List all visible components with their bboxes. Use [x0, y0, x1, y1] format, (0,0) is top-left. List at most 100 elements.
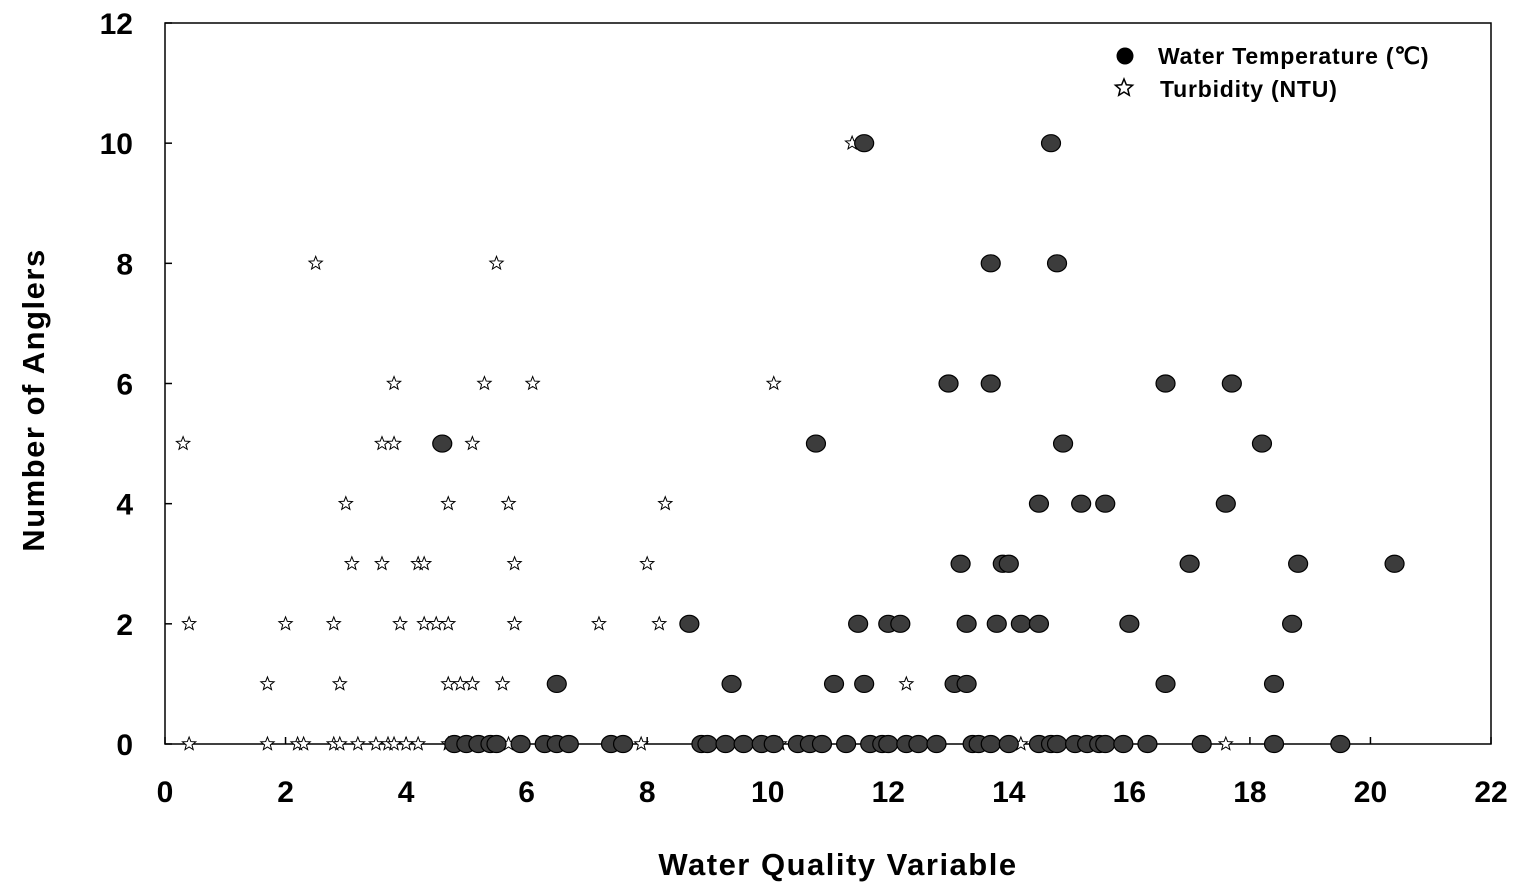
y-tick-label: 4 — [116, 489, 133, 522]
y-tick-label: 10 — [100, 128, 133, 161]
turbidity-point — [524, 375, 541, 391]
water-temperature-point — [986, 614, 1007, 633]
legend-marker-circle — [1116, 47, 1134, 65]
water-temperature-point — [1010, 614, 1031, 633]
water-temperature-point — [1052, 434, 1074, 453]
water-temperature-point — [998, 734, 1019, 754]
water-temperature-point — [558, 734, 579, 754]
turbidity-point — [1217, 735, 1234, 751]
water-temperature-point — [1179, 554, 1200, 573]
water-temperature-point — [1263, 674, 1285, 694]
water-temperature-point — [980, 734, 1001, 754]
water-temperature-point — [878, 734, 899, 754]
water-temperature-point — [763, 734, 784, 754]
turbidity-point — [373, 555, 390, 571]
water-temperature-point — [1155, 374, 1176, 393]
water-temperature-point — [721, 674, 742, 694]
turbidity-point — [765, 375, 782, 391]
turbidity-point — [386, 435, 403, 451]
turbidity-point — [500, 495, 517, 511]
x-tick-label: 16 — [1113, 776, 1146, 809]
water-temperature-point — [890, 614, 911, 633]
water-temperature-point — [835, 734, 857, 754]
water-temperature-point — [1221, 374, 1242, 393]
turbidity-point — [590, 615, 607, 631]
water-temperature-point — [1028, 494, 1050, 513]
turbidity-point — [259, 735, 276, 751]
water-temperature-point — [1119, 614, 1140, 633]
turbidity-point — [416, 555, 433, 571]
y-tick-label: 8 — [116, 248, 133, 281]
x-tick-label: 22 — [1474, 776, 1507, 809]
turbidity-point — [506, 555, 523, 571]
turbidity-point — [392, 615, 409, 631]
turbidity-point — [175, 435, 192, 451]
turbidity-point — [181, 735, 198, 751]
turbidity-point — [259, 675, 276, 691]
x-tick-label: 20 — [1354, 776, 1387, 809]
water-temperature-point — [1071, 494, 1092, 513]
turbidity-point — [639, 555, 656, 571]
turbidity-point — [464, 675, 481, 691]
water-temperature-point — [1281, 614, 1303, 633]
water-temperature-point — [1263, 734, 1285, 754]
x-tick-label: 0 — [157, 776, 174, 809]
x-tick-label: 14 — [992, 776, 1026, 809]
y-tick-label: 12 — [100, 8, 133, 41]
turbidity-point — [386, 375, 403, 391]
water-temperature-point — [1330, 734, 1351, 754]
water-temperature-point — [1155, 674, 1176, 694]
water-temperature-point — [1095, 734, 1116, 754]
turbidity-point — [657, 495, 674, 511]
water-temperature-point — [1384, 554, 1405, 573]
water-temperature-point — [1028, 614, 1050, 633]
x-tick-label: 6 — [518, 776, 535, 809]
water-temperature-point — [697, 734, 718, 754]
legend-label-water-temperature: Water Temperature (℃) — [1158, 43, 1429, 69]
x-tick-label: 18 — [1233, 776, 1266, 809]
water-temperature-point — [715, 734, 736, 754]
water-temperature-point — [1040, 134, 1062, 153]
x-tick-label: 12 — [872, 776, 905, 809]
water-temperature-point — [733, 734, 754, 754]
water-temperature-point — [432, 434, 453, 453]
y-tick-label: 0 — [116, 729, 133, 762]
y-axis-title: Number of Anglers — [16, 248, 51, 551]
water-temperature-point — [486, 734, 507, 754]
turbidity-point — [633, 735, 650, 751]
turbidity-point — [295, 735, 312, 751]
turbidity-point — [898, 675, 915, 691]
y-tick-label: 2 — [116, 609, 133, 642]
turbidity-point — [325, 615, 342, 631]
water-temperature-point — [908, 734, 929, 754]
turbidity-point — [343, 555, 360, 571]
turbidity-point — [651, 615, 668, 631]
y-tick-label: 6 — [116, 369, 133, 402]
water-temperature-point — [938, 374, 959, 393]
water-temperature-point — [1046, 734, 1068, 754]
water-temperature-point — [848, 614, 869, 633]
turbidity-point — [331, 735, 348, 751]
x-axis-title: Water Quality Variable — [658, 847, 1017, 882]
legend-label-turbidity: Turbidity (NTU) — [1160, 76, 1338, 102]
water-temperature-point — [1137, 734, 1158, 754]
water-temperature-point — [1191, 734, 1212, 754]
water-temperature-point — [1288, 554, 1309, 573]
turbidity-point — [488, 254, 505, 271]
water-temperature-point — [950, 554, 971, 573]
legend: Water Temperature (℃) Turbidity (NTU) — [1113, 43, 1429, 102]
water-temperature-point — [1215, 494, 1236, 513]
turbidity-point — [307, 254, 324, 271]
water-temperature-point — [1251, 434, 1273, 453]
water-temperature-point — [823, 674, 845, 694]
water-temperature-point — [926, 734, 947, 754]
turbidity-point — [440, 495, 457, 511]
water-temperature-point — [546, 674, 567, 694]
x-tick-label: 2 — [277, 776, 294, 809]
water-temperature-point — [612, 734, 634, 754]
water-temperature-point — [811, 734, 833, 754]
water-temperature-point — [1046, 254, 1068, 273]
turbidity-point — [506, 615, 523, 631]
turbidity-point — [181, 615, 198, 631]
turbidity-point — [331, 675, 348, 691]
